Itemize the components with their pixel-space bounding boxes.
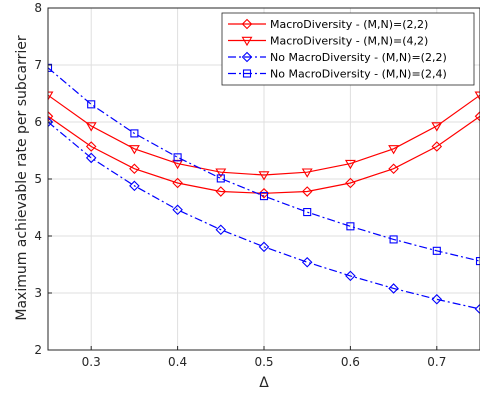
y-tick-label: 5 — [34, 172, 42, 186]
data-point — [301, 186, 313, 197]
series-4 — [48, 63, 480, 266]
data-point — [48, 91, 54, 101]
series-1 — [48, 111, 480, 199]
data-point — [346, 222, 355, 231]
data-point — [242, 69, 252, 78]
data-point — [344, 159, 356, 170]
data-point — [85, 122, 97, 132]
series-layer — [48, 63, 480, 315]
data-point — [474, 111, 480, 122]
series-line — [48, 121, 480, 310]
y-tick-label: 8 — [34, 1, 42, 15]
legend-label: No MacroDiversity - (M,N)=(2,4) — [270, 68, 447, 81]
data-point — [48, 116, 54, 128]
data-point — [388, 283, 399, 294]
series-line — [48, 115, 480, 194]
data-point — [474, 303, 480, 315]
x-axis-label: Δ — [259, 375, 269, 391]
data-point — [431, 293, 443, 305]
data-point — [215, 186, 227, 197]
x-tick-label: 0.3 — [82, 355, 101, 369]
legend: MacroDiversity - (M,N)=(2,2) MacroDiversi… — [221, 12, 475, 86]
data-point — [258, 241, 270, 253]
data-point — [215, 168, 227, 178]
y-tick-label: 7 — [34, 58, 42, 72]
data-point — [85, 141, 97, 152]
data-point — [241, 18, 253, 30]
data-point — [85, 152, 97, 164]
data-point — [129, 180, 140, 192]
data-point — [258, 171, 270, 181]
data-point — [172, 177, 183, 189]
ticks: 0.3 0.4 0.5 0.6 0.7 2 3 4 5 6 7 8 — [34, 1, 446, 369]
data-point — [216, 174, 225, 183]
data-point — [130, 129, 139, 138]
y-tick-label: 3 — [34, 286, 42, 300]
y-tick-label: 6 — [34, 115, 42, 129]
data-point — [241, 51, 253, 63]
data-point — [388, 145, 400, 155]
data-point — [474, 91, 480, 101]
series-3 — [48, 116, 480, 315]
data-point — [389, 235, 398, 244]
x-tick-label: 0.5 — [254, 355, 273, 369]
data-point — [129, 163, 140, 175]
y-tick-label: 4 — [34, 229, 42, 243]
series-line — [48, 67, 480, 262]
data-point — [301, 256, 313, 268]
legend-label: No MacroDiversity - (M,N)=(2,2) — [270, 51, 447, 64]
data-point — [215, 224, 227, 236]
legend-item: No MacroDiversity - (M,N)=(2,2) — [228, 51, 447, 64]
data-point — [303, 208, 312, 217]
data-point — [87, 100, 96, 109]
data-point — [345, 177, 356, 189]
y-tick-label: 2 — [34, 343, 42, 357]
legend-label: MacroDiversity - (M,N)=(4,2) — [270, 35, 428, 48]
x-tick-label: 0.4 — [168, 355, 187, 369]
data-point — [48, 111, 54, 122]
data-point — [388, 163, 399, 175]
data-point — [48, 63, 53, 72]
legend-item: No MacroDiversity - (M,N)=(2,4) — [228, 68, 447, 81]
data-point — [258, 187, 270, 199]
data-point — [241, 36, 253, 47]
data-point — [128, 145, 140, 155]
series-line — [48, 94, 480, 176]
legend-item: MacroDiversity - (M,N)=(4,2) — [228, 35, 428, 48]
data-point — [259, 192, 269, 201]
data-point — [431, 141, 443, 152]
legend-item: MacroDiversity - (M,N)=(2,2) — [228, 18, 428, 31]
data-point — [475, 257, 480, 266]
data-point — [345, 270, 356, 282]
data-point — [432, 246, 441, 255]
data-point — [172, 204, 183, 216]
series-2 — [48, 91, 480, 181]
y-axis-label: Maximum achievable rate per subcarrier — [14, 35, 30, 320]
x-tick-label: 0.6 — [341, 355, 360, 369]
data-point — [431, 122, 443, 132]
legend-label: MacroDiversity - (M,N)=(2,2) — [270, 18, 428, 31]
data-point — [301, 168, 313, 178]
x-tick-label: 0.7 — [427, 355, 446, 369]
data-point — [173, 153, 182, 162]
